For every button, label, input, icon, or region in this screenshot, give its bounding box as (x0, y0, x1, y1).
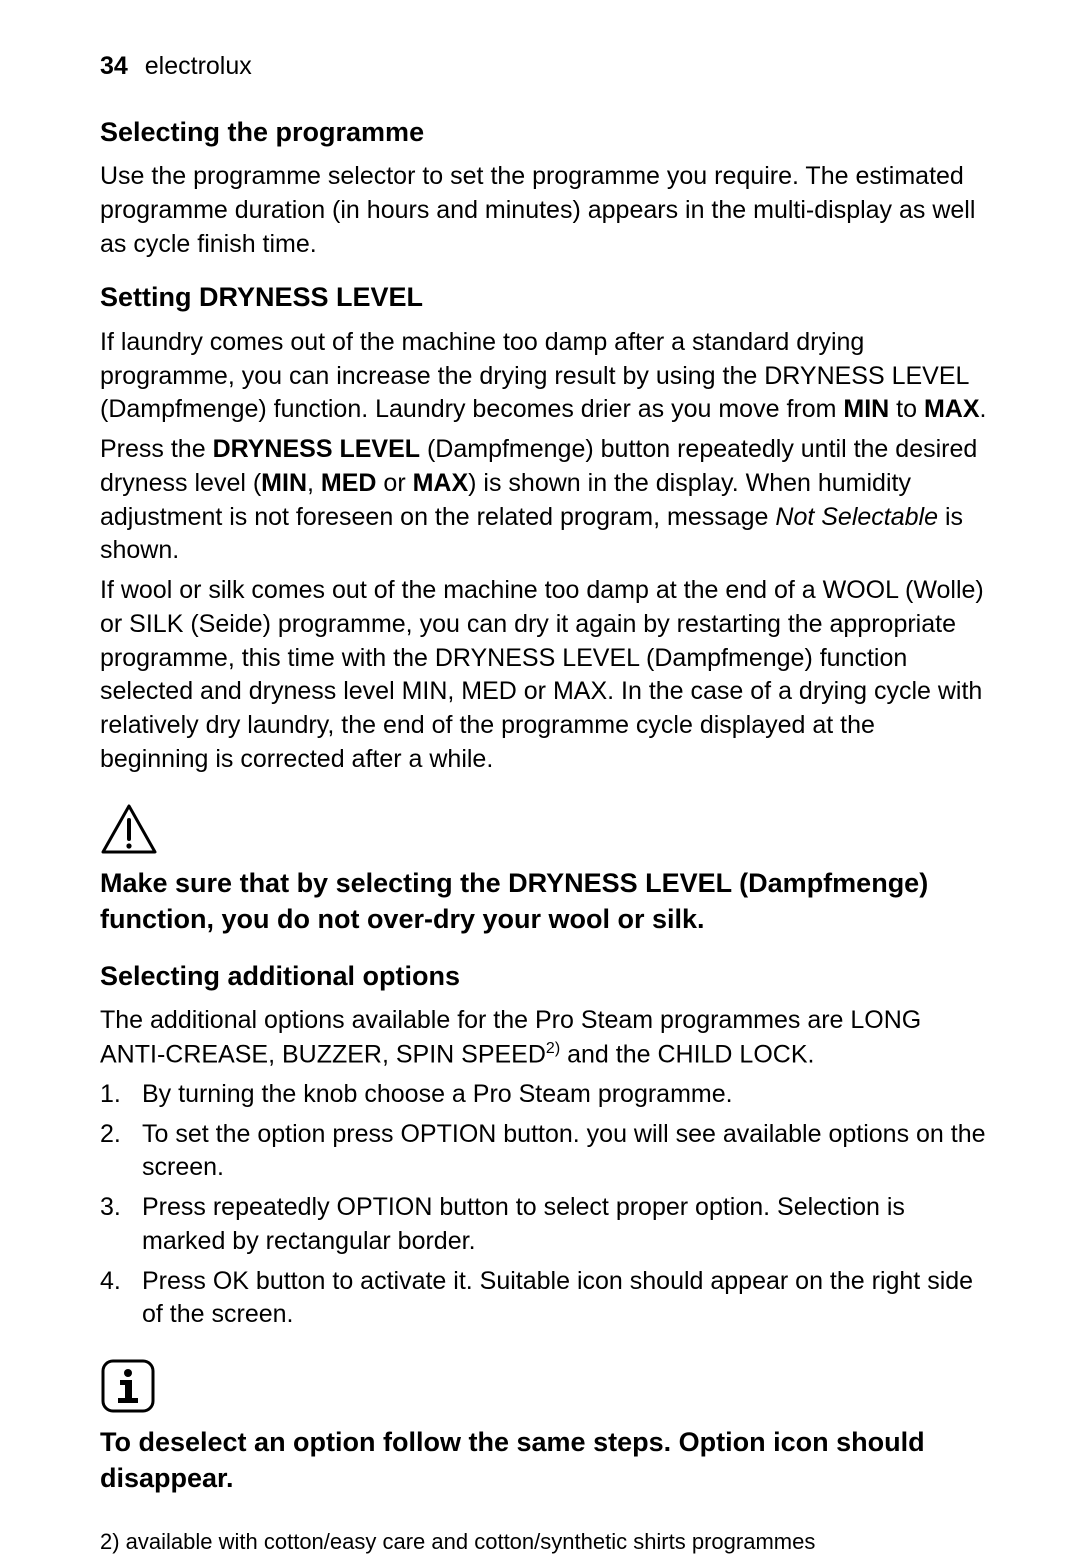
info-note-text: To deselect an option follow the same st… (100, 1424, 990, 1497)
additional-options-steps: By turning the knob choose a Pro Steam p… (100, 1078, 990, 1332)
page-number: 34 (100, 52, 128, 80)
dryness-level-p1: If laundry comes out of the machine too … (100, 326, 990, 427)
dryness-level-heading: Setting DRYNESS LEVEL (100, 279, 990, 315)
additional-options-intro: The additional options available for the… (100, 1004, 990, 1072)
selecting-programme-heading: Selecting the programme (100, 114, 990, 150)
warning-note-text: Make sure that by selecting the DRYNESS … (100, 865, 990, 938)
list-item: By turning the knob choose a Pro Steam p… (100, 1078, 990, 1112)
info-icon (100, 1358, 990, 1414)
page-header: 34 electrolux (100, 50, 990, 84)
dryness-level-p3: If wool or silk comes out of the machine… (100, 574, 990, 777)
list-item: Press repeatedly OPTION button to select… (100, 1191, 990, 1259)
list-item: To set the option press OPTION button. y… (100, 1118, 990, 1186)
footnote-text: 2) available with cotton/easy care and c… (100, 1527, 990, 1557)
warning-icon (100, 803, 990, 855)
list-item: Press OK button to activate it. Suitable… (100, 1265, 990, 1333)
brand-name: electrolux (145, 52, 252, 80)
selecting-programme-body: Use the programme selector to set the pr… (100, 160, 990, 261)
additional-options-heading: Selecting additional options (100, 958, 990, 994)
dryness-level-p2: Press the DRYNESS LEVEL (Dampfmenge) but… (100, 433, 990, 568)
